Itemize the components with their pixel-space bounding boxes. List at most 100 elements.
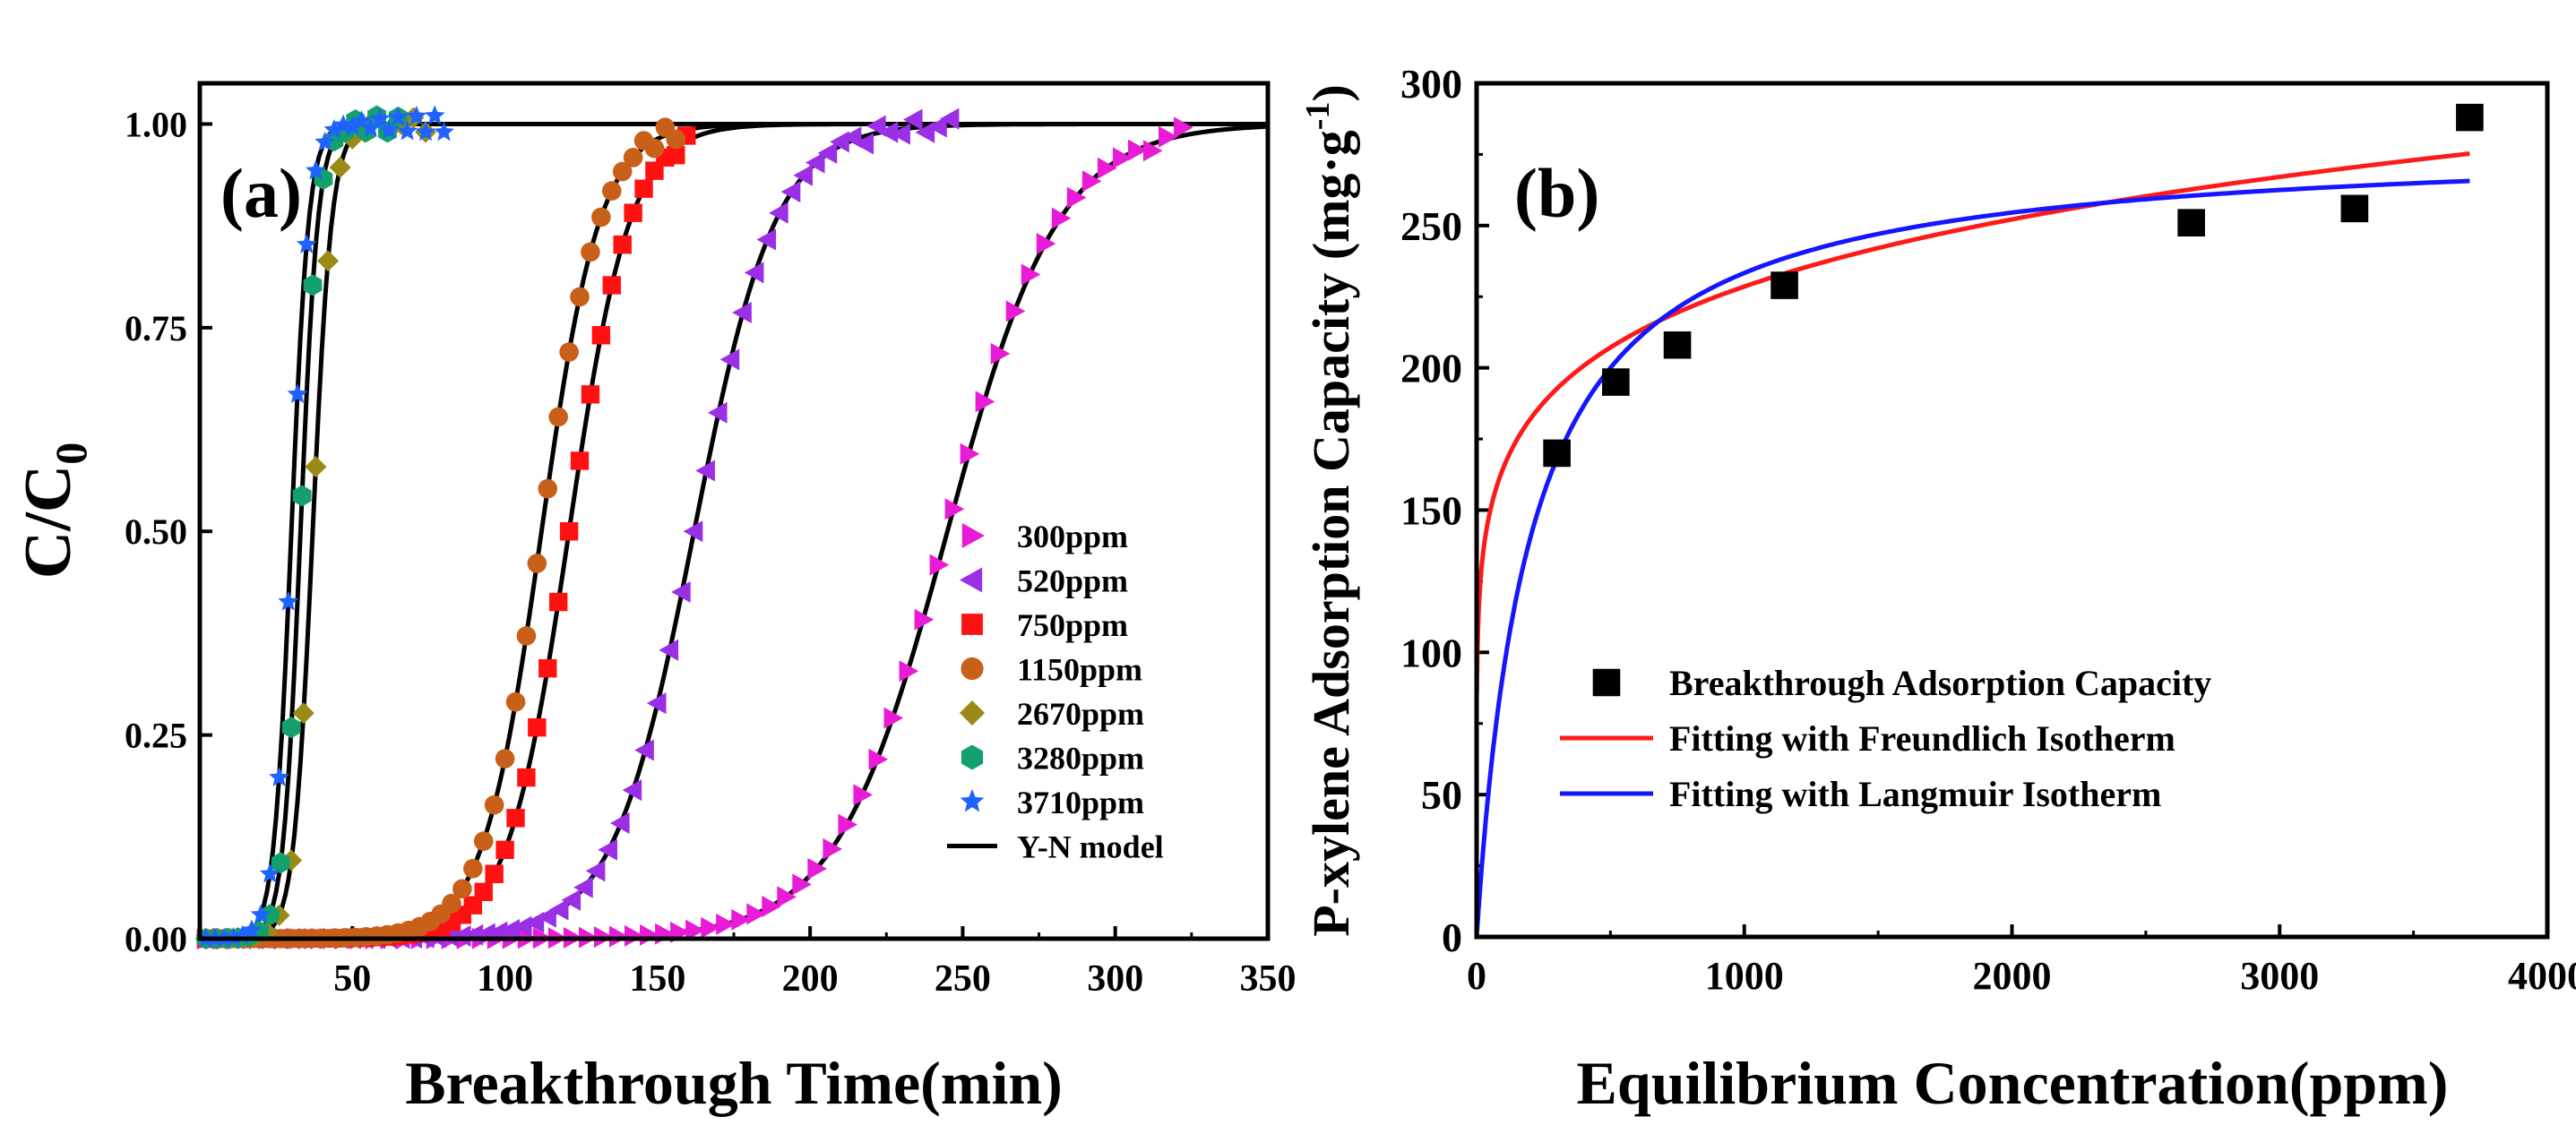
panel-a-point-3710ppm	[287, 383, 308, 403]
panel-a-point-300ppm	[1097, 157, 1117, 179]
panel-a-point-1150ppm	[666, 129, 686, 150]
panel-b-y-tick-label: 150	[1400, 488, 1462, 534]
panel-a-point-520ppm	[707, 401, 728, 424]
panel-a-point-1150ppm	[442, 893, 461, 914]
panel-a-point-520ppm	[671, 580, 691, 603]
panel-a-point-300ppm	[838, 813, 858, 836]
panel-a-point-1150ppm	[591, 207, 611, 228]
panel-a-legend-label-520ppm: 520ppm	[1017, 563, 1128, 599]
panel-a-point-520ppm	[451, 924, 471, 947]
panel-a-point-3710ppm	[241, 919, 263, 940]
panel-a-point-520ppm	[634, 739, 654, 761]
panel-a-point-3710ppm	[314, 131, 336, 151]
panel-a-point-3280ppm	[303, 274, 323, 296]
panel-a-point-520ppm	[573, 876, 593, 898]
panel-a-point-300ppm	[731, 908, 751, 931]
panel-a-point-520ppm	[695, 459, 715, 482]
panel-a-point-750ppm	[528, 718, 547, 737]
panel-a-point-2670ppm	[292, 702, 314, 725]
panel-a-point-300ppm	[1036, 232, 1056, 254]
panel-b-y-tick-label: 300	[1400, 61, 1462, 107]
panel-b-data-point	[1543, 439, 1571, 468]
panel-a-point-520ppm	[939, 107, 960, 130]
panel-b-x-axis-title: Equilibrium Concentration(ppm)	[1577, 1049, 2449, 1117]
panel-a-point-300ppm	[777, 886, 797, 908]
panel-a-point-750ppm	[495, 840, 514, 859]
panel-a-legend-marker-2670ppm	[960, 700, 985, 726]
panel-a-point-520ppm	[598, 838, 617, 861]
panel-a-point-520ppm	[609, 812, 630, 834]
panel-a-point-1150ppm	[559, 342, 579, 362]
panel-a-point-300ppm	[868, 748, 889, 770]
panel-a-point-750ppm	[591, 326, 611, 345]
panel-a-legend-label-1150ppm: 1150ppm	[1017, 652, 1142, 688]
panel-b-x-tick-label: 3000	[2240, 954, 2319, 998]
panel-a-label: (a)	[220, 154, 302, 232]
panel-b-y-tick-label: 100	[1400, 630, 1462, 675]
panel-a-point-1150ppm	[505, 691, 526, 712]
panel-a-point-1150ppm	[527, 554, 547, 573]
panel-a-point-520ppm	[500, 919, 520, 941]
panel-b-legend-marker-points	[1592, 668, 1621, 697]
panel-a-point-300ppm	[1159, 125, 1178, 148]
panel-b-y-tick-label: 250	[1400, 203, 1462, 249]
panel-a-point-1150ppm	[452, 879, 472, 899]
panel-a-point-750ppm	[624, 203, 642, 222]
panel-a-point-1150ppm	[473, 831, 494, 851]
panel-a-point-520ppm	[561, 889, 582, 911]
panel-a-legend-label-3280ppm: 3280ppm	[1017, 741, 1144, 777]
panel-a-point-3280ppm	[292, 485, 312, 507]
panel-a-point-300ppm	[944, 498, 965, 520]
panel-a-point-520ppm	[769, 202, 788, 224]
panel-a-point-1150ppm	[538, 478, 558, 499]
panel-a-point-520ppm	[927, 116, 947, 138]
panel-a-legend-marker-1150ppm	[961, 657, 984, 681]
panel-a-point-3710ppm	[259, 863, 280, 883]
panel-b-y-tick-label: 200	[1400, 346, 1462, 391]
panel-b-plot-frame	[1474, 81, 2550, 940]
panel-a-point-520ppm	[659, 639, 679, 661]
panel-a-point-520ppm	[744, 262, 764, 284]
panel-a-point-3710ppm	[323, 119, 345, 139]
panel-a-point-300ppm	[853, 784, 874, 806]
panel-a-point-3710ppm	[278, 591, 299, 611]
panel-a-point-750ppm	[602, 276, 621, 295]
panel-a-y-tick-label: 0.75	[125, 308, 187, 348]
panel-a-y-axis-title-sub: 0	[46, 442, 96, 465]
panel-a-point-300ppm	[929, 554, 950, 576]
panel-b-data-point	[2456, 103, 2484, 132]
panel-a-point-300ppm	[990, 342, 1011, 365]
panel-a-point-300ppm	[716, 913, 736, 935]
panel-a-point-750ppm	[581, 385, 600, 404]
panel-a-legend-marker-3280ppm	[961, 744, 984, 770]
panel-a-point-1150ppm	[516, 626, 537, 646]
panel-b-y-axis-title-close: )	[1302, 84, 1360, 101]
panel-a-point-520ppm	[902, 108, 923, 131]
panel-a-point-300ppm	[1142, 140, 1163, 162]
panel-a-legend-label-2670ppm: 2670ppm	[1017, 696, 1144, 732]
panel-a-point-3710ppm	[415, 121, 436, 142]
panel-a-point-300ppm	[625, 924, 644, 947]
panel-a-point-520ppm	[683, 520, 703, 543]
panel-a-point-3710ppm	[341, 116, 363, 136]
panel-a-y-tick-label: 0.00	[125, 919, 187, 959]
panel-a-point-750ppm	[634, 179, 653, 198]
panel-a-point-1150ppm	[601, 181, 622, 201]
panel-a-point-1150ppm	[548, 407, 568, 427]
panel-a-y-tick-label: 0.25	[125, 716, 187, 756]
panel-b-data-point	[2177, 209, 2205, 236]
panel-a-point-750ppm	[559, 522, 579, 541]
panel-a-x-tick-label: 250	[935, 958, 991, 1000]
panel-a-point-520ppm	[817, 142, 838, 164]
panel-b-fit-freundlich	[1474, 151, 2470, 695]
panel-b-data-point	[1770, 271, 1798, 299]
panel-a-point-520ppm	[719, 348, 740, 371]
panel-b-x-tick-label: 0	[1467, 954, 1486, 998]
panel-a-point-300ppm	[701, 916, 720, 939]
panel-a-point-3710ppm	[378, 119, 400, 139]
panel-a-point-3710ppm	[406, 105, 427, 125]
panel-b-data-point	[1663, 331, 1692, 359]
panel-b-y-axis-title: P-xylene Adsorption Capacity (mg·g-1)	[1299, 84, 1360, 937]
